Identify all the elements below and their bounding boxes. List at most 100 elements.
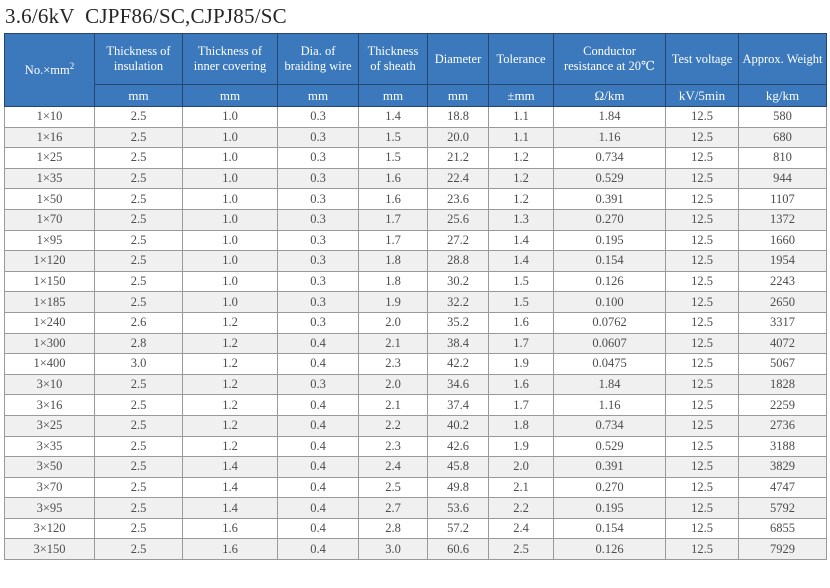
table-cell: 0.195	[553, 497, 666, 519]
table-cell: 0.3	[277, 147, 359, 169]
table-cell: 35.2	[427, 311, 489, 334]
table-cell: 1.4	[182, 497, 278, 519]
unit-test-voltage: kV/5min	[665, 84, 739, 107]
table-cell: 1.84	[553, 373, 666, 396]
table-cell: 12.5	[665, 250, 739, 272]
table-cell: 0.3	[277, 126, 359, 149]
table-cell: 680	[738, 126, 827, 149]
table-cell: 2.5	[94, 126, 183, 149]
table-cell: 12.5	[665, 538, 739, 561]
table-cell: 12.5	[665, 353, 739, 375]
table-cell: 1×150	[4, 270, 95, 293]
table-cell: 1×70	[4, 208, 95, 231]
table-cell: 3×35	[4, 435, 95, 458]
table-header: No.×mm2 Thickness of insulation Thicknes…	[4, 33, 827, 107]
table-cell: 2.5	[94, 106, 183, 128]
table-cell: 3317	[738, 311, 827, 334]
table-row: 3×120 2.5 1.6 0.4 2.8 57.2 2.4 0.154 12.5 6855	[4, 517, 827, 540]
table-cell: 1.16	[553, 126, 666, 149]
table-cell: 1.0	[182, 167, 278, 190]
table-cell: 2.0	[488, 456, 554, 478]
table-cell: 0.100	[553, 291, 666, 313]
table-cell: 0.734	[553, 414, 666, 437]
unit-diameter: mm	[427, 84, 489, 107]
table-cell: 21.2	[427, 147, 489, 169]
table-cell: 2.8	[94, 332, 183, 355]
table-cell: 0.4	[277, 394, 359, 416]
table-cell: 1.4	[182, 456, 278, 478]
table-cell: 0.154	[553, 250, 666, 272]
table-cell: 12.5	[665, 311, 739, 334]
table-cell: 2.6	[94, 311, 183, 334]
table-cell: 1.2	[182, 373, 278, 396]
table-cell: 1.7	[358, 229, 428, 252]
table-cell: 2.0	[358, 311, 428, 334]
table-cell: 0.3	[277, 373, 359, 396]
table-cell: 2.5	[94, 250, 183, 272]
table-cell: 2.5	[94, 414, 183, 437]
table-cell: 12.5	[665, 147, 739, 169]
table-cell: 3×50	[4, 456, 95, 478]
col-header-resistance: Conductor resistance at 20℃	[553, 33, 666, 85]
table-cell: 0.0475	[553, 353, 666, 375]
table-cell: 0.3	[277, 291, 359, 313]
table-cell: 45.8	[427, 456, 489, 478]
table-cell: 27.2	[427, 229, 489, 252]
table-cell: 1.5	[488, 291, 554, 313]
table-cell: 1×300	[4, 332, 95, 355]
table-cell: 12.5	[665, 373, 739, 396]
table-cell: 1.0	[182, 126, 278, 149]
table-cell: 22.4	[427, 167, 489, 190]
table-cell: 5792	[738, 497, 827, 519]
unit-insulation: mm	[94, 84, 183, 107]
table-cell: 0.529	[553, 435, 666, 458]
table-cell: 2650	[738, 291, 827, 313]
table-cell: 1.5	[358, 126, 428, 149]
table-cell: 2.5	[94, 476, 183, 499]
header-name-row: No.×mm2 Thickness of insulation Thicknes…	[4, 33, 827, 107]
table-cell: 12.5	[665, 106, 739, 128]
table-cell: 2.1	[358, 394, 428, 416]
table-cell: 1107	[738, 188, 827, 210]
col-header-weight: Approx. Weight	[738, 33, 827, 85]
table-cell: 4072	[738, 332, 827, 355]
table-cell: 1.4	[358, 106, 428, 128]
table-cell: 1.8	[488, 414, 554, 437]
table-cell: 40.2	[427, 414, 489, 437]
table-cell: 810	[738, 147, 827, 169]
table-cell: 23.6	[427, 188, 489, 210]
table-cell: 0.391	[553, 456, 666, 478]
table-cell: 0.195	[553, 229, 666, 252]
unit-tolerance: ±mm	[488, 84, 554, 107]
table-cell: 12.5	[665, 332, 739, 355]
table-row: 3×70 2.5 1.4 0.4 2.5 49.8 2.1 0.270 12.5 4747	[4, 476, 827, 499]
table-cell: 2.5	[94, 435, 183, 458]
table-row: 3×35 2.5 1.2 0.4 2.3 42.6 1.9 0.529 12.5 3188	[4, 435, 827, 458]
table-cell: 0.4	[277, 538, 359, 561]
table-cell: 1.9	[358, 291, 428, 313]
table-cell: 1.3	[488, 208, 554, 231]
col-header-braiding-wire: Dia. of braiding wire	[277, 33, 359, 85]
table-cell: 1.6	[358, 188, 428, 210]
table-cell: 0.391	[553, 188, 666, 210]
table-cell: 1×35	[4, 167, 95, 190]
table-cell: 3×25	[4, 414, 95, 437]
table-cell: 1.2	[182, 353, 278, 375]
table-cell: 2.5	[94, 229, 183, 252]
table-cell: 2736	[738, 414, 827, 437]
col-header-sheath: Thickness of sheath	[358, 33, 428, 85]
table-cell: 2.5	[94, 167, 183, 190]
table-cell: 60.6	[427, 538, 489, 561]
table-cell: 1.0	[182, 106, 278, 128]
unit-sheath: mm	[358, 84, 428, 107]
table-cell: 2.2	[488, 497, 554, 519]
table-cell: 0.529	[553, 167, 666, 190]
table-cell: 1.2	[488, 167, 554, 190]
table-cell: 0.734	[553, 147, 666, 169]
table-cell: 2.5	[94, 188, 183, 210]
table-cell: 1×25	[4, 147, 95, 169]
table-cell: 2.4	[488, 517, 554, 540]
table-cell: 1954	[738, 250, 827, 272]
table-cell: 1.9	[488, 353, 554, 375]
